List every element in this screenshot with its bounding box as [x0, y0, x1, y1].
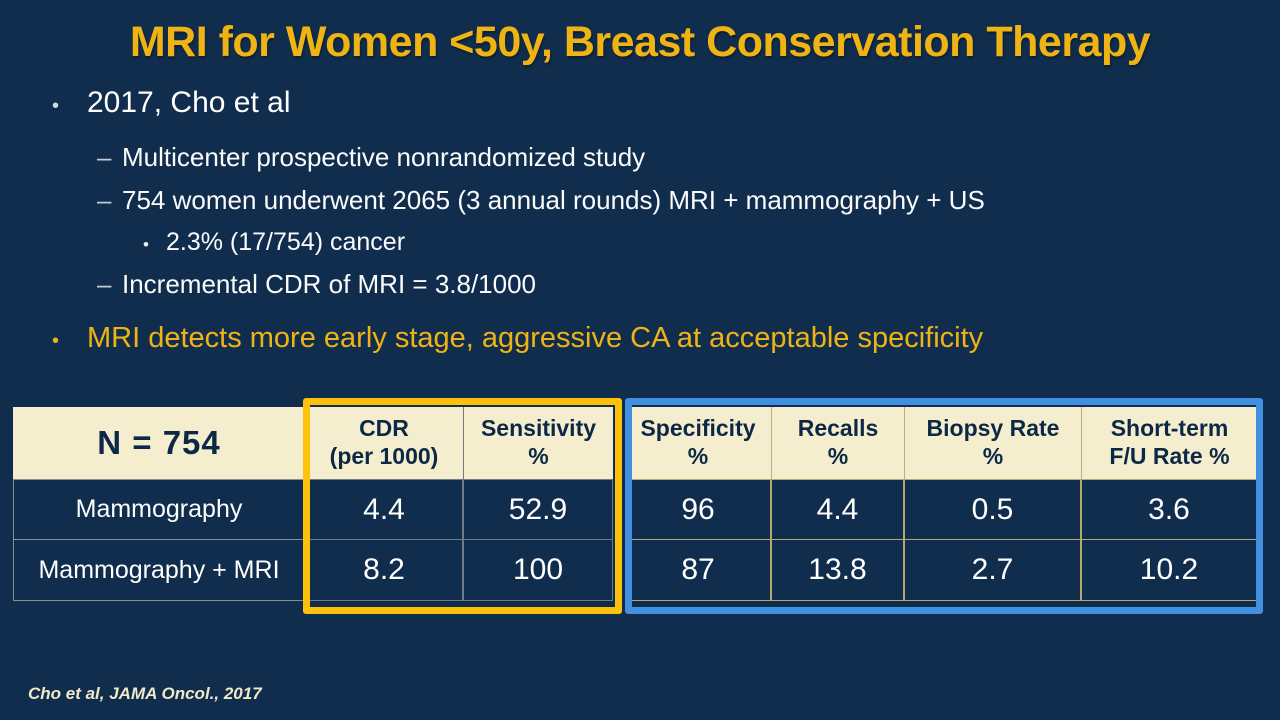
- bullet-line: – 754 women underwent 2065 (3 annual rou…: [97, 185, 985, 216]
- table-group-gap: [613, 479, 625, 540]
- table-cell: 2.7: [904, 540, 1081, 601]
- table-header-cdr: CDR (per 1000): [305, 407, 463, 479]
- bullet-text: 2017, Cho et al: [87, 86, 291, 119]
- table-group-gap: [613, 407, 625, 479]
- bullet-line: • 2.3% (17/754) cancer: [143, 228, 405, 257]
- table-header-biopsy-rate: Biopsy Rate %: [904, 407, 1081, 479]
- bullet-text: 754 women underwent 2065 (3 annual round…: [122, 185, 985, 215]
- citation: Cho et al, JAMA Oncol., 2017: [28, 684, 262, 703]
- dash-marker: –: [97, 269, 112, 299]
- table-cell: 4.4: [305, 479, 463, 540]
- dash-marker: –: [97, 142, 112, 172]
- table-header-specificity: Specificity %: [625, 407, 771, 479]
- bullet-marker: •: [52, 330, 60, 352]
- table-cell: 87: [625, 540, 771, 601]
- bullet-line-conclusion: • MRI detects more early stage, aggressi…: [52, 322, 983, 355]
- table-header-sensitivity: Sensitivity %: [463, 407, 613, 479]
- bullet-text: Multicenter prospective nonrandomized st…: [122, 142, 646, 172]
- bullet-text: MRI detects more early stage, aggressive…: [87, 322, 984, 354]
- table-row-label: Mammography + MRI: [13, 540, 305, 601]
- bullet-marker: •: [143, 235, 149, 254]
- table-cell: 0.5: [904, 479, 1081, 540]
- table-cell: 52.9: [463, 479, 613, 540]
- table-header-fu-rate: Short-term F/U Rate %: [1081, 407, 1257, 479]
- table-cell: 96: [625, 479, 771, 540]
- table-cell: 13.8: [771, 540, 904, 601]
- table-cell: 4.4: [771, 479, 904, 540]
- table-cell: 10.2: [1081, 540, 1257, 601]
- results-table: N = 754 CDR (per 1000) Sensitivity % Spe…: [13, 398, 1263, 614]
- bullet-text: 2.3% (17/754) cancer: [166, 228, 406, 256]
- table-cell: 8.2: [305, 540, 463, 601]
- table-cell: 3.6: [1081, 479, 1257, 540]
- slide-title: MRI for Women <50y, Breast Conservation …: [129, 18, 1151, 66]
- bullet-line: – Incremental CDR of MRI = 3.8/1000: [97, 269, 536, 300]
- bullet-text: Incremental CDR of MRI = 3.8/1000: [122, 269, 537, 299]
- table-cell: 100: [463, 540, 613, 601]
- table-group-gap: [613, 540, 625, 601]
- bullet-line: – Multicenter prospective nonrandomized …: [97, 142, 645, 173]
- table-header-recalls: Recalls %: [771, 407, 904, 479]
- bullet-line: • 2017, Cho et al: [52, 86, 290, 120]
- bullet-marker: •: [52, 95, 60, 117]
- dash-marker: –: [97, 185, 112, 215]
- table-corner-n-cell: N = 754: [13, 407, 305, 479]
- table-row-label: Mammography: [13, 479, 305, 540]
